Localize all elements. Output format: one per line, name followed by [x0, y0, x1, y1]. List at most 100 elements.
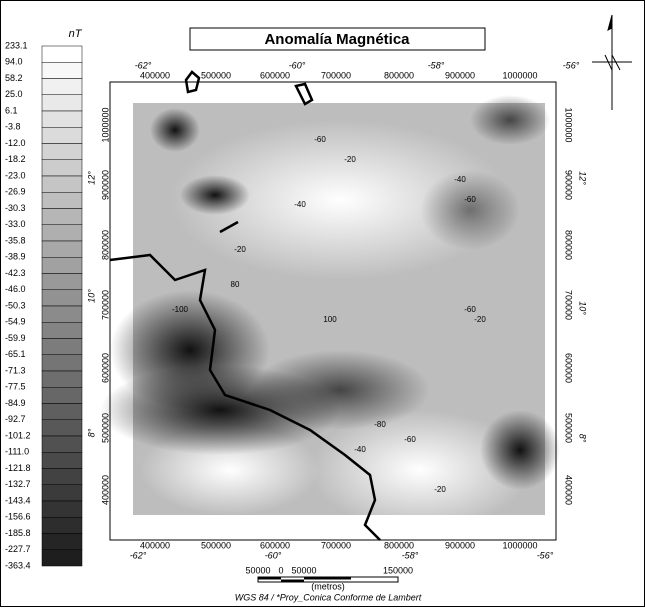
legend-label: -65.1 — [5, 349, 26, 359]
legend-swatch — [42, 322, 82, 338]
right-meters-label: 400000 — [564, 475, 574, 505]
legend-swatch — [42, 192, 82, 208]
legend-swatch — [42, 274, 82, 290]
legend-swatch — [42, 452, 82, 468]
legend-swatch — [42, 95, 82, 111]
bottom-meters-label: 1000000 — [502, 540, 537, 550]
legend-swatch — [42, 111, 82, 127]
bottom-meters-label: 500000 — [201, 540, 231, 550]
legend-label: -77.5 — [5, 382, 26, 392]
right-degrees-label: 12° — [578, 171, 588, 185]
legend-swatch — [42, 290, 82, 306]
legend-swatch — [42, 355, 82, 371]
contour-label: -20 — [434, 485, 446, 494]
legend-swatch — [42, 62, 82, 78]
legend-label: -33.0 — [5, 219, 26, 229]
legend-label: -227.7 — [5, 544, 31, 554]
left-meters-label: 400000 — [100, 475, 110, 505]
legend-label: -3.8 — [5, 122, 21, 132]
left-meters-label: 500000 — [100, 413, 110, 443]
contour-label: -20 — [234, 245, 246, 254]
contour-label: -40 — [454, 175, 466, 184]
bottom-degrees-label: -58° — [402, 550, 419, 560]
right-degrees-label: 8° — [578, 434, 588, 443]
left-meters-label: 1000000 — [100, 107, 110, 142]
contour-label: -60 — [464, 305, 476, 314]
legend-label: -12.0 — [5, 138, 26, 148]
legend-label: -92.7 — [5, 414, 26, 424]
legend-swatch — [42, 176, 82, 192]
legend-label: -30.3 — [5, 203, 26, 213]
anomaly-field — [100, 95, 560, 530]
right-meters-label: 600000 — [564, 353, 574, 383]
contour-label: -80 — [374, 420, 386, 429]
legend-label: -111.0 — [5, 447, 29, 457]
left-degrees-label: 8° — [86, 428, 96, 437]
legend-swatch — [42, 469, 82, 485]
bottom-meters-label: 400000 — [140, 540, 170, 550]
contour-label: -60 — [314, 135, 326, 144]
contour-label: -40 — [354, 445, 366, 454]
legend-swatch — [42, 485, 82, 501]
legend-label: -143.4 — [5, 495, 31, 505]
legend-swatch — [42, 339, 82, 355]
legend-label: -121.8 — [5, 463, 31, 473]
left-meters-label: 800000 — [100, 230, 110, 260]
right-meters-label: 1000000 — [564, 107, 574, 142]
right-meters-label: 700000 — [564, 290, 574, 320]
right-degrees-label: 10° — [578, 301, 588, 315]
legend-label: -50.3 — [5, 300, 26, 310]
scale-label: 50000 — [291, 565, 316, 575]
scale-label: 0 — [278, 565, 283, 575]
left-degrees-label: 12° — [86, 171, 96, 185]
contour-label: -20 — [344, 155, 356, 164]
legend-label: -23.0 — [5, 170, 26, 180]
legend-label: -156.6 — [5, 512, 31, 522]
legend-label: -46.0 — [5, 284, 26, 294]
legend-swatch — [42, 550, 82, 566]
legend-swatch — [42, 436, 82, 452]
legend-swatch — [42, 144, 82, 160]
legend-label: -59.9 — [5, 333, 26, 343]
legend-swatch — [42, 127, 82, 143]
top-degrees-label: -56° — [563, 60, 580, 70]
scale-label: 150000 — [383, 565, 413, 575]
map-figure: Anomalía Magnética nT 233.194.058.225.06… — [0, 0, 645, 607]
top-degrees-label: -58° — [428, 60, 445, 70]
top-meters-label: 600000 — [260, 70, 290, 80]
contour-label: -60 — [464, 195, 476, 204]
top-meters-label: 400000 — [140, 70, 170, 80]
legend-label: 233.1 — [5, 40, 28, 50]
legend-label: -71.3 — [5, 365, 26, 375]
legend-label: -38.9 — [5, 252, 26, 262]
legend-swatch — [42, 371, 82, 387]
legend-swatch — [42, 534, 82, 550]
contour-label: 80 — [231, 280, 240, 289]
legend-label: -101.2 — [5, 430, 31, 440]
contour-label: -60 — [404, 435, 416, 444]
bottom-meters-label: 900000 — [445, 540, 475, 550]
bottom-meters-label: 800000 — [384, 540, 414, 550]
top-meters-label: 500000 — [201, 70, 231, 80]
top-degrees-label: -60° — [289, 60, 306, 70]
legend-swatch — [42, 209, 82, 225]
legend-swatch — [42, 79, 82, 95]
bottom-degrees-label: -62° — [130, 550, 147, 560]
legend-label: -35.8 — [5, 235, 26, 245]
bottom-degrees-label: -56° — [537, 550, 554, 560]
legend-label: -26.9 — [5, 187, 26, 197]
legend-swatch — [42, 257, 82, 273]
bottom-meters-label: 600000 — [260, 540, 290, 550]
top-degrees-label: -62° — [135, 60, 152, 70]
legend-label: -42.3 — [5, 268, 26, 278]
legend-swatch — [42, 420, 82, 436]
contour-label: -100 — [172, 305, 189, 314]
projection: WGS 84 / *Proy_Conica Conforme de Lamber… — [235, 592, 422, 602]
right-meters-label: 800000 — [564, 230, 574, 260]
legend-label: 25.0 — [5, 89, 23, 99]
right-meters-label: 900000 — [564, 170, 574, 200]
top-meters-label: 800000 — [384, 70, 414, 80]
scale-label: 50000 — [245, 565, 270, 575]
bottom-meters-label: 700000 — [321, 540, 351, 550]
left-meters-label: 700000 — [100, 290, 110, 320]
